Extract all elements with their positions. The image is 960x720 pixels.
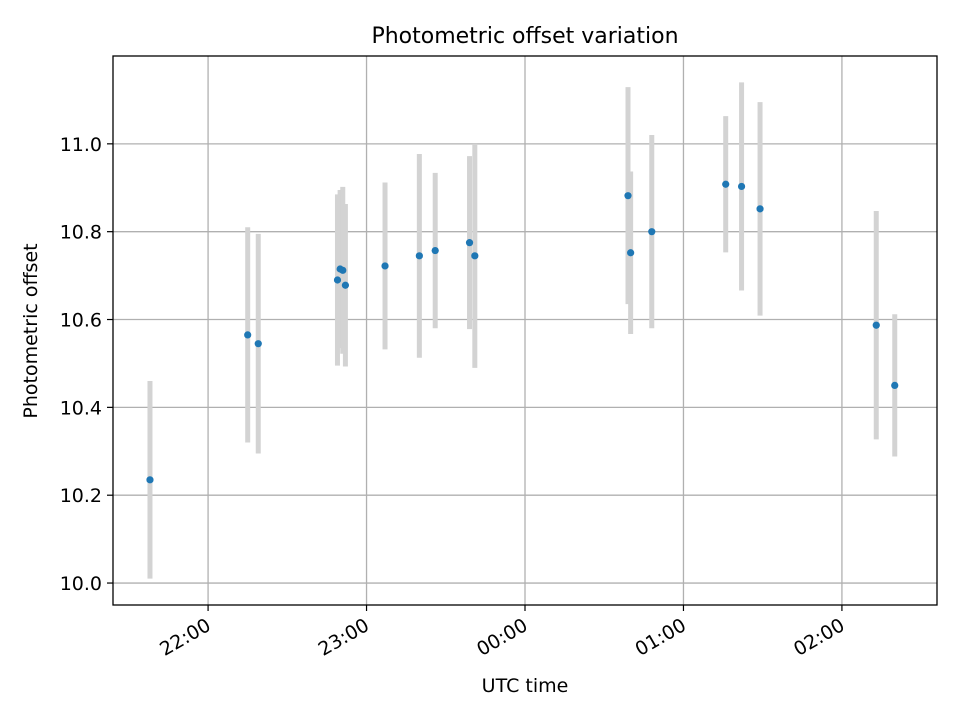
y-tick-label: 10.4 [60, 397, 102, 419]
y-tick-label: 11.0 [60, 134, 102, 156]
data-point [624, 192, 632, 200]
data-point [756, 205, 764, 213]
data-point [339, 266, 347, 274]
data-point [254, 340, 262, 348]
data-point [722, 180, 730, 188]
data-point [465, 239, 474, 247]
y-tick-label: 10.0 [60, 573, 102, 595]
x-axis-label: UTC time [482, 675, 569, 697]
data-point [381, 262, 389, 270]
grid [113, 56, 937, 605]
data-point [737, 182, 746, 191]
x-tick-label: 23:00 [315, 614, 373, 660]
data-point [431, 246, 439, 255]
x-tick-label: 22:00 [156, 614, 214, 660]
chart-title: Photometric offset variation [371, 24, 678, 49]
data-point [415, 252, 423, 260]
x-tick-label: 02:00 [790, 614, 848, 660]
data-point [146, 476, 154, 484]
x-tick-label: 00:00 [473, 614, 531, 660]
error-bars [147, 82, 898, 579]
data-point [333, 276, 342, 284]
data-point [471, 252, 479, 260]
x-tick-label: 01:00 [632, 614, 690, 660]
y-tick-label: 10.8 [60, 222, 102, 244]
data-points [146, 180, 899, 484]
y-tick-label: 10.2 [60, 485, 102, 507]
axis-ticks: 22:00 23:00 00:00 01:00 02:00 10.0 10.2 10.4 10.… [60, 134, 849, 661]
data-point [341, 281, 350, 289]
data-point [244, 331, 252, 339]
y-axis-label: Photometric offset [20, 243, 42, 418]
data-point [872, 321, 880, 329]
y-tick-label: 10.6 [60, 310, 102, 332]
data-point [627, 249, 635, 257]
data-point [648, 228, 656, 236]
data-point [891, 381, 899, 389]
